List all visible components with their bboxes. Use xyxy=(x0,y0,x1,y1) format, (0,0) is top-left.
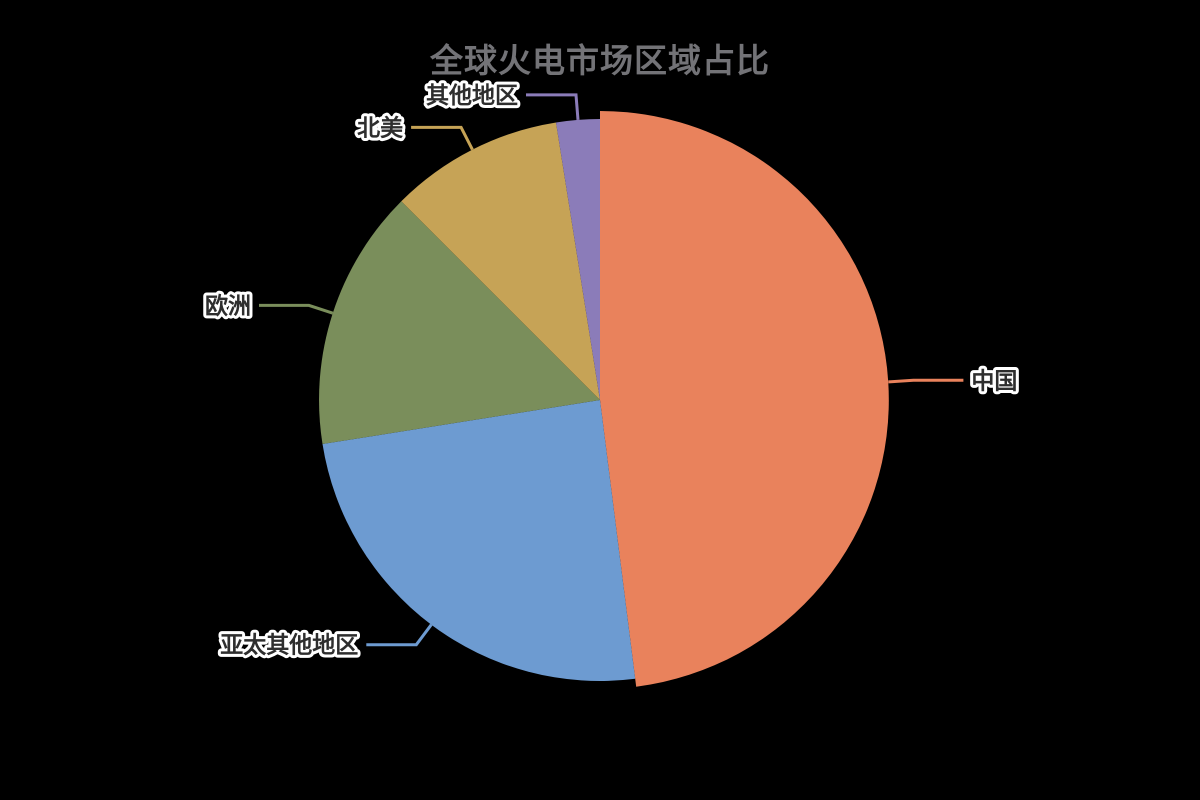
leader-line-5 xyxy=(526,93,580,121)
slice-label-3: 欧洲 xyxy=(205,293,251,319)
slice-label-4: 北美 xyxy=(357,114,403,141)
slice-label-5: 其他地区 xyxy=(426,83,518,109)
pie-slice-4[interactable] xyxy=(401,122,600,401)
pie-slice-2[interactable] xyxy=(322,400,636,682)
slice-label-1: 中国 xyxy=(971,368,1017,394)
pie-slice-3[interactable] xyxy=(319,201,600,444)
chart-title: 全球火电市场区域占比 xyxy=(430,41,770,80)
leader-line-4 xyxy=(411,125,474,151)
pie-slice-1[interactable] xyxy=(600,111,889,687)
slice-label-2: 亚太其他地区 xyxy=(220,633,358,659)
leader-line-1 xyxy=(888,378,964,384)
leader-line-3 xyxy=(259,303,334,315)
pie-slice-5[interactable] xyxy=(556,119,600,400)
leader-line-2 xyxy=(366,623,433,647)
